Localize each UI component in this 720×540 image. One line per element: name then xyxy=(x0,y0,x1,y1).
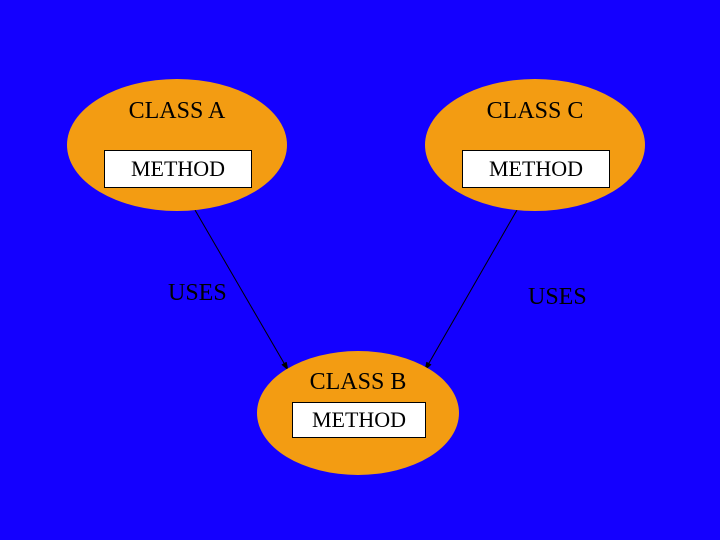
diagram-canvas: CLASS A METHOD CLASS C METHOD CLASS B ME… xyxy=(0,0,720,540)
node-class-a-method-box: METHOD xyxy=(104,150,252,188)
edge-label-uses-left: USES xyxy=(168,280,227,307)
edge-c-to-b xyxy=(425,210,517,370)
node-class-a-title: CLASS A xyxy=(77,98,277,125)
node-class-c-method-label: METHOD xyxy=(489,156,583,182)
edge-label-uses-right: USES xyxy=(528,284,587,311)
node-class-c-title: CLASS C xyxy=(435,98,635,125)
node-class-a-method-label: METHOD xyxy=(131,156,225,182)
node-class-b-method-label: METHOD xyxy=(312,407,406,433)
node-class-b-title: CLASS B xyxy=(258,369,458,396)
node-class-c-method-box: METHOD xyxy=(462,150,610,188)
node-class-b-method-box: METHOD xyxy=(292,402,426,438)
